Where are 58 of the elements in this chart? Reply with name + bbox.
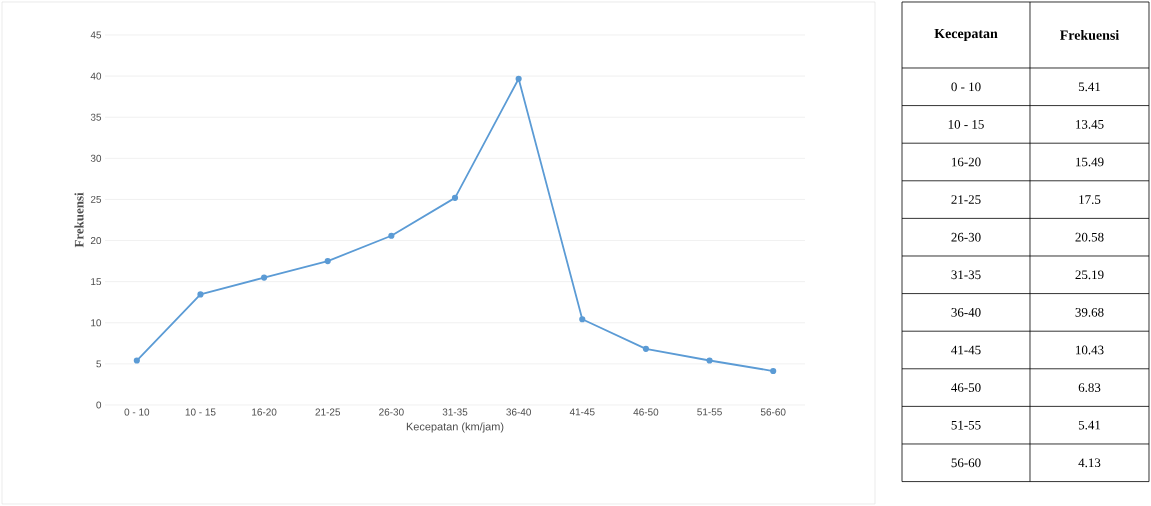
point: [706, 357, 713, 364]
text: 26-30: [951, 232, 981, 242]
text: 51-55: [951, 420, 981, 430]
text: 20.58: [1075, 232, 1104, 242]
point: [515, 75, 522, 82]
text: 46-50: [951, 383, 981, 392]
text: 13.45: [1076, 120, 1104, 129]
point: [451, 194, 459, 201]
x-tick-label: 26-30: [379, 408, 404, 416]
y-axis-title: Frekuensi: [74, 192, 84, 248]
x-tick-label: 56-60: [760, 408, 786, 416]
text: 10.43: [1076, 345, 1104, 355]
text: 0 - 10: [951, 82, 981, 92]
x-tick-label: 16-20: [252, 408, 277, 416]
point: [642, 345, 650, 352]
point: [579, 316, 586, 323]
point: [261, 274, 268, 281]
x-tick-label: 31-35: [442, 408, 468, 416]
text: 4.13: [1078, 458, 1101, 468]
x-tick-label: 10 - 15: [185, 408, 216, 416]
x-tick-label: 21-25: [315, 408, 341, 416]
x-tick-label: 46-50: [633, 408, 659, 416]
text: 15.49: [1076, 157, 1104, 167]
text: 31-35: [951, 270, 981, 280]
y-tick-label: 0: [96, 401, 102, 409]
x-tick-label: 36-40: [506, 408, 531, 416]
text: 10 - 15: [948, 120, 984, 129]
y-tick-label: 20: [90, 237, 102, 245]
y-tick-label: 30: [90, 154, 102, 162]
point: [324, 258, 331, 265]
text: 36-40: [951, 308, 981, 317]
y-tick-label: 40: [90, 72, 102, 80]
x-tick-label: 51-55: [697, 408, 722, 416]
point: [133, 357, 140, 364]
point: [388, 232, 395, 239]
text: 6.83: [1078, 383, 1101, 392]
text: 25.19: [1075, 270, 1104, 280]
y-tick-label: 5: [96, 360, 102, 368]
x-tick-label: 41-45: [569, 408, 595, 416]
text: 56-60: [951, 458, 981, 468]
text: Frekuensi: [1060, 30, 1119, 40]
y-tick-label: 25: [90, 195, 102, 203]
x-axis-title: Kecepatan (km/jam): [406, 422, 504, 433]
text: 39.68: [1075, 307, 1104, 317]
text: 5.41: [1078, 420, 1101, 430]
text: 21-25: [951, 195, 981, 204]
y-tick-label: 10: [91, 319, 102, 327]
text: 17.5: [1079, 195, 1101, 204]
y-tick-label: 35: [90, 113, 102, 121]
text: Kecepatan: [934, 28, 998, 42]
x-tick-label: 0 - 10: [124, 408, 150, 416]
text: 41-45: [951, 345, 981, 355]
text: 16-20: [952, 157, 981, 167]
text: 5.41: [1078, 82, 1101, 92]
y-tick-label: 45: [90, 31, 102, 39]
point: [197, 291, 204, 298]
y-tick-label: 15: [91, 278, 102, 286]
point: [770, 367, 777, 375]
